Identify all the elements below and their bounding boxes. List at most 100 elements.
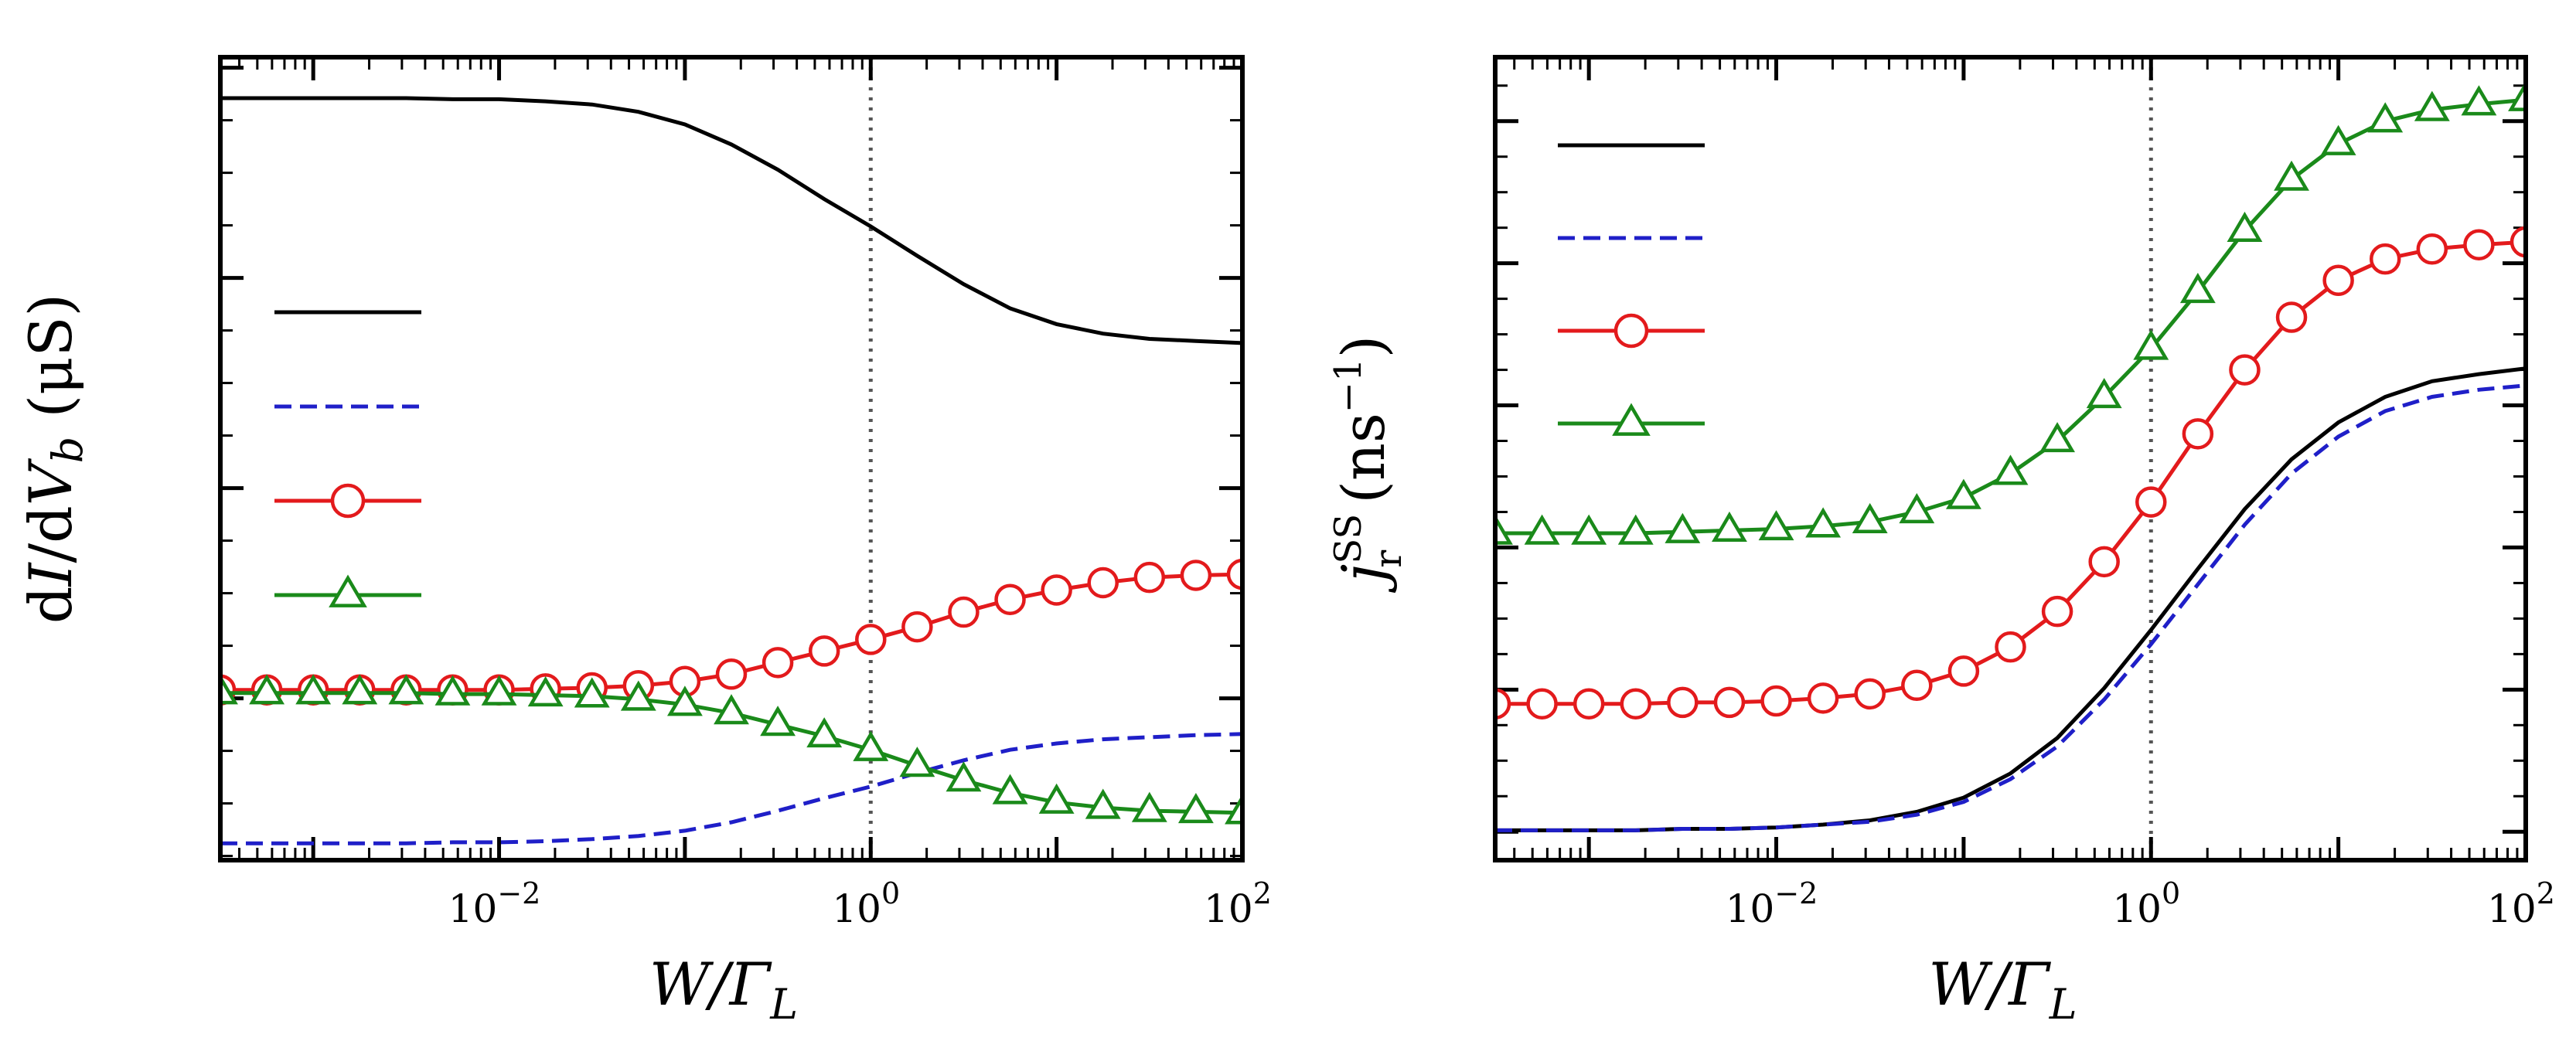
data-point-4-2 <box>574 677 610 708</box>
data-point-4-2 <box>760 706 796 737</box>
data-point-4-2 <box>2039 422 2076 453</box>
data-point-4-2 <box>2227 211 2263 243</box>
x-tick-exp: −2 <box>1774 876 1818 910</box>
y-axis-label-part: ) <box>1329 335 1398 359</box>
data-point-4-2 <box>295 674 332 705</box>
data-point-4-2 <box>946 761 982 792</box>
data-point-4-2 <box>527 676 564 707</box>
data-point-4-2 <box>2367 102 2404 133</box>
data-point-4-2 <box>249 674 285 705</box>
x-tick-label: 102 <box>1204 876 1272 931</box>
data-point-3-1 <box>2088 546 2120 578</box>
y-axis-label-exp: −1 <box>1327 358 1370 413</box>
x-axis-label: W/ΓL <box>649 950 798 1029</box>
data-point-4-2 <box>992 774 1028 805</box>
data-point-3-1 <box>948 596 980 628</box>
x-axis-label-sub: L <box>2049 980 2077 1029</box>
data-point-4-2 <box>806 717 843 748</box>
data-point-4-2 <box>1038 783 1075 814</box>
series-line-2-1 <box>1495 366 2526 832</box>
data-point-4-2 <box>1992 454 2029 485</box>
x-tick-exp: 2 <box>2537 876 2555 910</box>
data-point-3-1 <box>1526 688 1558 720</box>
series-line-4-3 <box>220 732 1242 845</box>
data-point-4-2 <box>1945 478 1981 509</box>
x-tick-exp: −2 <box>497 876 540 910</box>
data-point-4-2 <box>1805 507 1842 538</box>
x-tick-base: 10 <box>1726 886 1775 931</box>
data-point-3-1 <box>1901 669 1933 702</box>
series-4-2 <box>220 674 1242 825</box>
data-point-4-2 <box>481 675 517 706</box>
data-point-3-1 <box>1667 686 1699 719</box>
data-point-3-1 <box>994 583 1026 615</box>
data-point-4-2 <box>714 694 749 725</box>
y-axis-label-sub: r <box>1367 550 1410 568</box>
x-tick-exp: 2 <box>1253 876 1272 910</box>
y-axis-label-unit: (ns <box>1329 413 1398 504</box>
x-tick-label: 102 <box>2487 876 2555 931</box>
data-point-4-2 <box>1899 493 1935 524</box>
data-point-3-1 <box>1226 558 1242 590</box>
series-3-1 <box>1495 226 2526 720</box>
data-point-4-2 <box>2508 80 2526 111</box>
data-point-3-1 <box>901 611 933 643</box>
data-point-3-1 <box>2275 301 2308 333</box>
data-point-3-1 <box>2229 354 2261 386</box>
data-point-3-1 <box>2322 264 2354 296</box>
data-point-4-2 <box>1131 791 1167 822</box>
x-tick-label: 10−2 <box>448 876 541 931</box>
y-axis-label-part: d <box>16 587 85 624</box>
x-axis-label-main: W/Γ <box>1928 950 2051 1019</box>
series-line-2-1 <box>220 96 1242 345</box>
series-2-1 <box>220 96 1242 345</box>
data-point-4-2 <box>388 674 424 705</box>
x-tick-exp: 0 <box>2162 876 2180 910</box>
x-axis-label: W/ΓL <box>1928 950 2077 1029</box>
x-axis-label-sub: L <box>769 980 798 1029</box>
data-point-4-2 <box>342 674 378 705</box>
data-point-3-1 <box>1180 560 1212 591</box>
data-point-4-2 <box>620 680 656 711</box>
data-point-3-1 <box>2182 418 2214 450</box>
data-point-4-2 <box>1177 792 1214 824</box>
data-point-3-1 <box>1041 574 1072 606</box>
data-point-4-2 <box>899 747 935 777</box>
data-point-3-1 <box>715 658 748 690</box>
y-axis-label: jSSr(ns−1) <box>1327 335 1410 593</box>
axes-frame <box>218 55 1245 862</box>
data-point-4-2 <box>1225 794 1242 825</box>
y-axis-label-sup: SS <box>1327 514 1370 564</box>
y-axis-label-part: /d <box>16 505 85 563</box>
data-point-3-1 <box>2369 243 2401 275</box>
x-tick-base: 10 <box>832 886 881 931</box>
legend-marker-4-2 <box>329 574 367 607</box>
data-point-4-2 <box>2320 124 2356 155</box>
x-tick-base: 10 <box>1204 886 1253 931</box>
data-point-3-1 <box>1495 688 1511 720</box>
series-4-3 <box>220 732 1242 845</box>
data-point-4-2 <box>1571 514 1607 545</box>
data-point-3-1 <box>1713 686 1746 719</box>
legend-marker-3-1 <box>1613 313 1649 349</box>
data-point-4-2 <box>2461 85 2497 116</box>
y-axis-label-sub: b <box>43 437 92 464</box>
data-point-3-1 <box>2416 233 2448 265</box>
x-tick-base: 10 <box>2112 886 2162 931</box>
data-point-4-2 <box>1495 514 1513 545</box>
data-point-4-2 <box>2179 272 2216 304</box>
data-point-3-1 <box>855 624 887 655</box>
data-point-4-2 <box>2414 90 2450 121</box>
data-point-4-2 <box>434 675 471 706</box>
data-point-3-1 <box>1947 655 1980 687</box>
data-point-4-2 <box>853 730 889 761</box>
data-point-3-1 <box>1760 685 1792 717</box>
data-point-4-2 <box>1852 502 1888 533</box>
x-tick-exp: 0 <box>881 876 900 910</box>
y-axis-label: dI/dVb (μS) <box>16 294 92 624</box>
x-tick-label: 100 <box>2112 876 2180 931</box>
y-axis-label-part: V <box>16 458 85 505</box>
